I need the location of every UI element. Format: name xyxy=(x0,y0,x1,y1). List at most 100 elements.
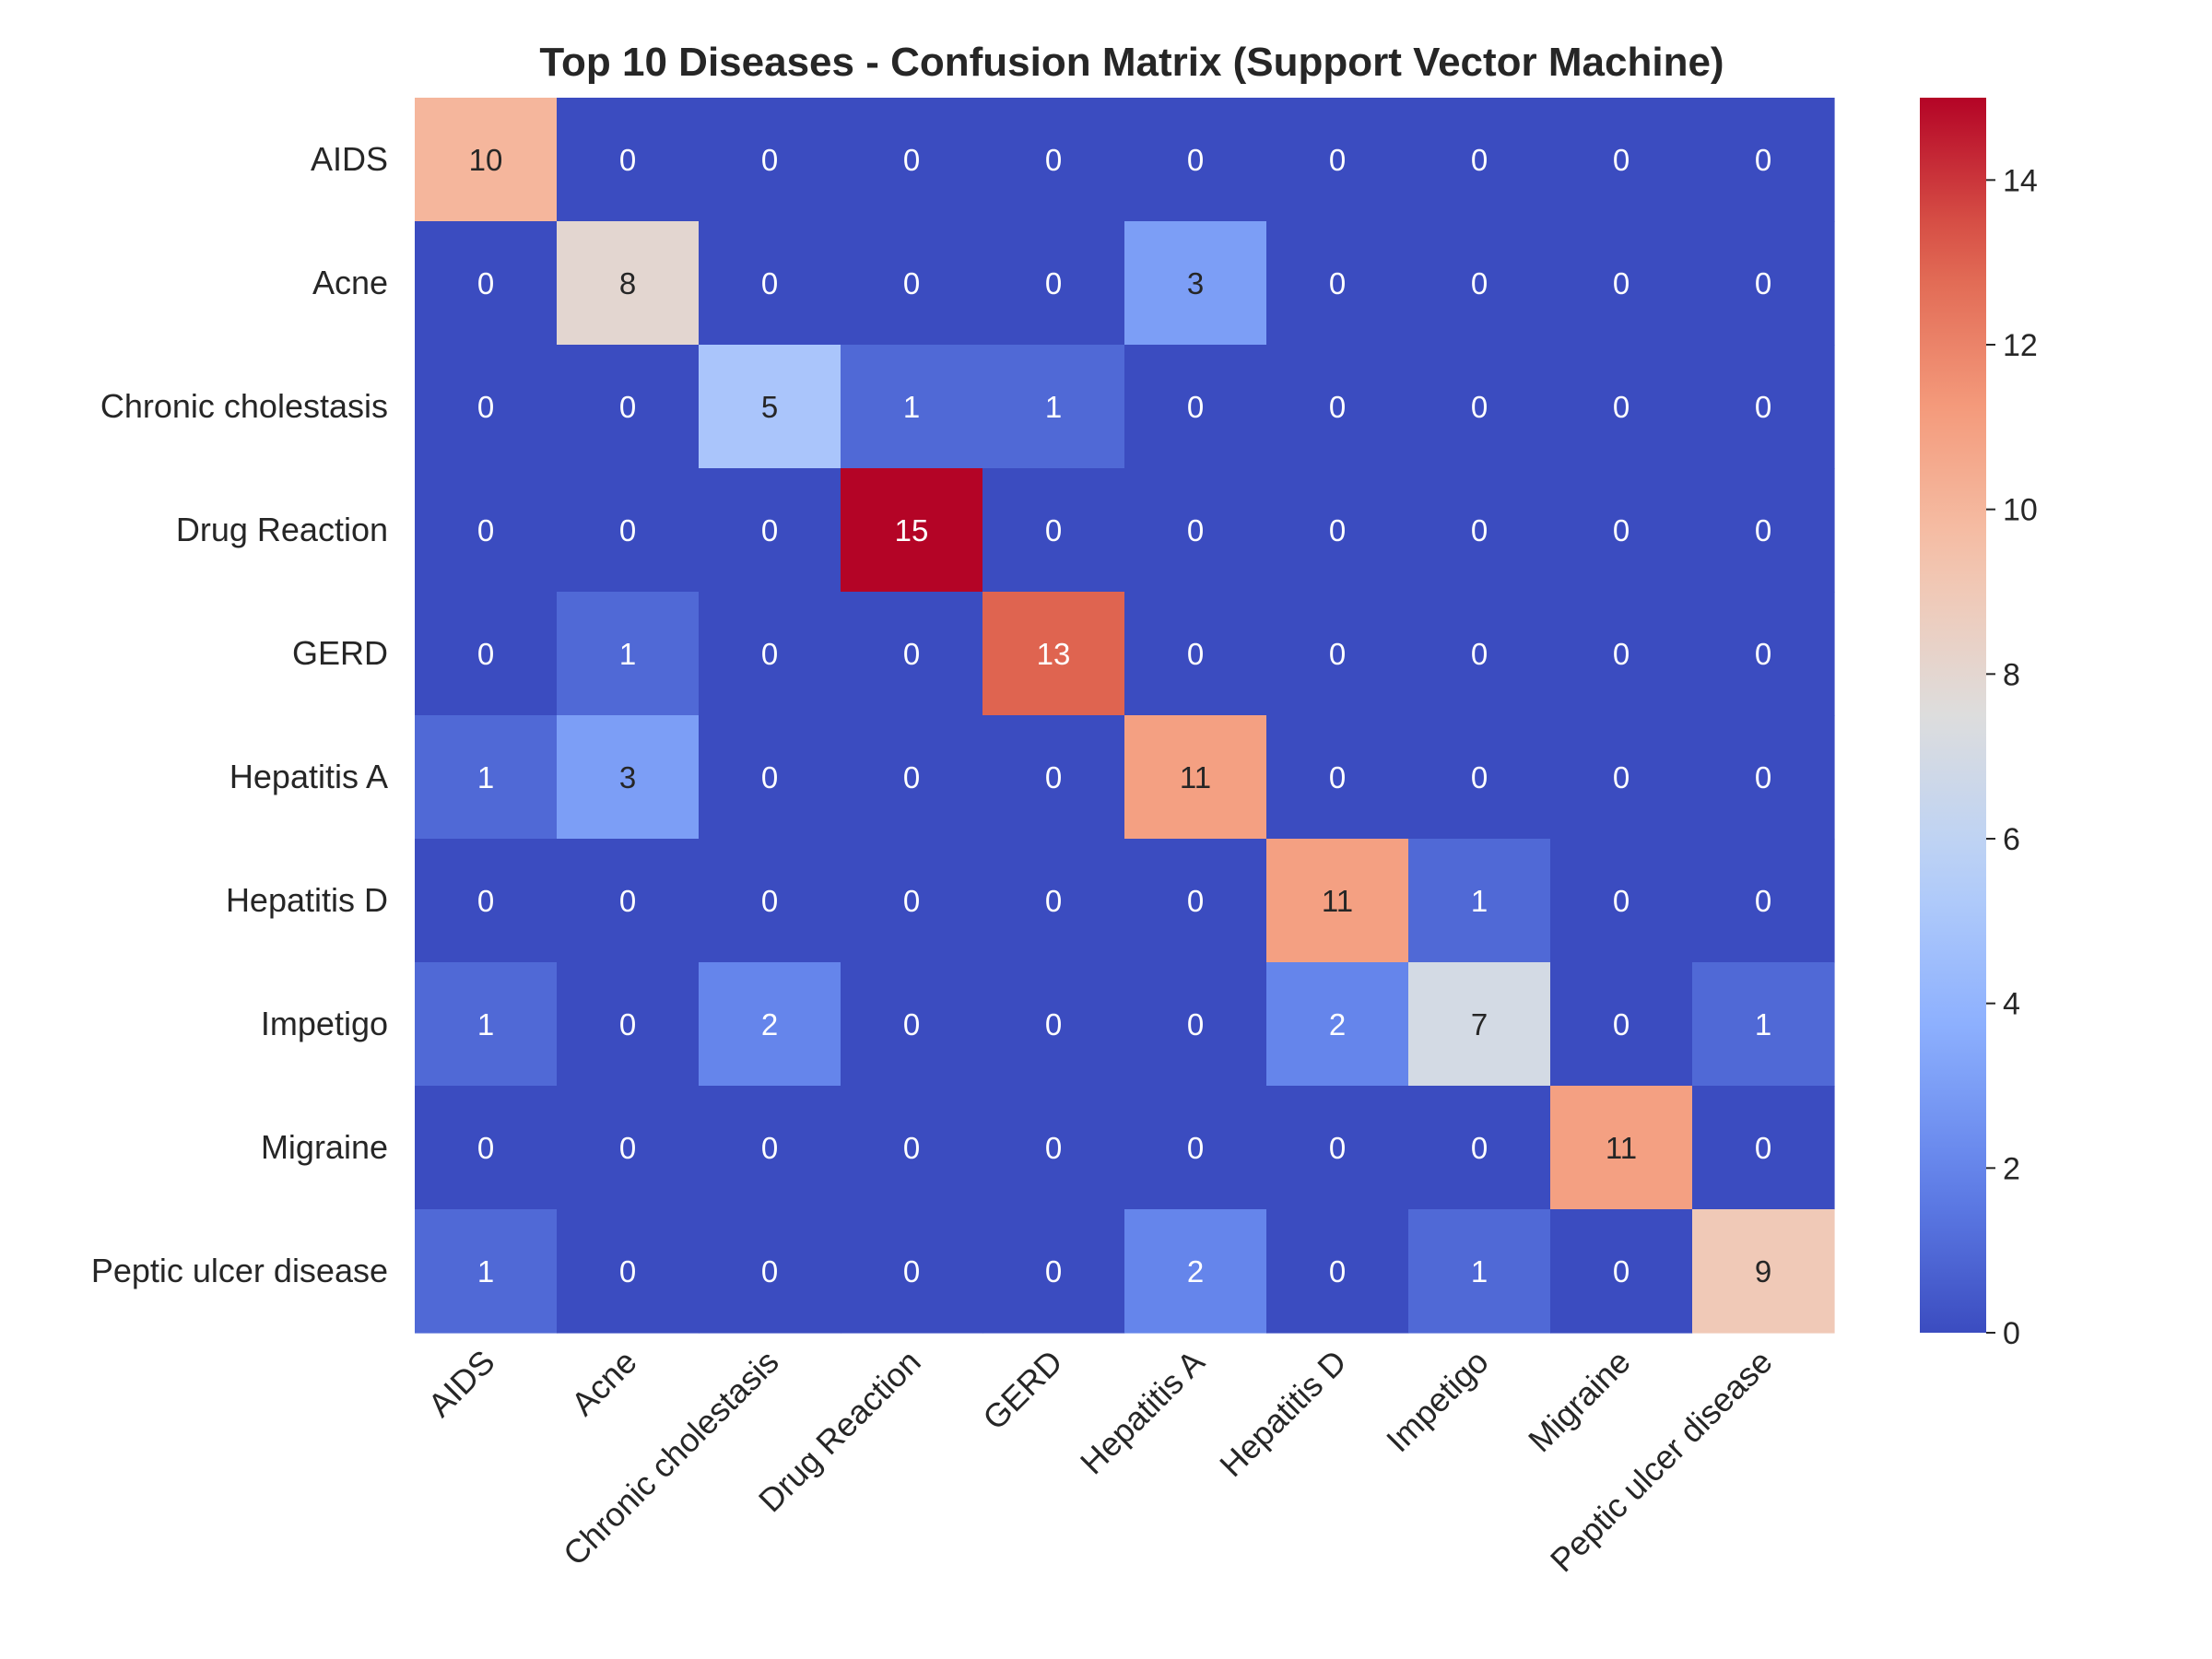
heatmap-cell xyxy=(415,1086,558,1210)
heatmap-cell xyxy=(841,839,983,963)
heatmap-cell xyxy=(982,98,1125,222)
heatmap-cell xyxy=(1550,715,1693,840)
cell-value-label: 2 xyxy=(1187,1254,1204,1288)
cell-value-label: 0 xyxy=(903,143,920,177)
cell-value-label: 0 xyxy=(903,1007,920,1041)
heatmap-cell xyxy=(982,962,1125,1087)
cell-value-label: 0 xyxy=(1755,1131,1771,1165)
heatmap-cell xyxy=(1266,592,1409,716)
heatmap-cell xyxy=(1692,1086,1835,1210)
heatmap-cell xyxy=(1550,592,1693,716)
heatmap-cell xyxy=(1266,715,1409,840)
heatmap-cell xyxy=(415,221,558,346)
heatmap-cell xyxy=(699,715,841,840)
heatmap-cell xyxy=(841,962,983,1087)
cell-value-label: 0 xyxy=(619,143,636,177)
heatmap-cell xyxy=(415,345,558,469)
cell-value-label: 0 xyxy=(761,1254,778,1288)
heatmap-cell xyxy=(1266,962,1409,1087)
heatmap-cell xyxy=(1124,221,1267,346)
row-tick-label: Chronic cholestasis xyxy=(100,387,388,425)
colorbar-tick-label: 4 xyxy=(2003,987,2020,1022)
cell-value-label: 0 xyxy=(1755,884,1771,918)
heatmap-cell xyxy=(699,1086,841,1210)
cell-value-label: 0 xyxy=(1471,637,1488,671)
cell-value-label: 0 xyxy=(477,266,494,300)
cell-value-label: 5 xyxy=(761,390,778,424)
heatmap-cell xyxy=(557,468,700,593)
cell-value-label: 0 xyxy=(761,513,778,547)
row-tick-labels: AIDS Acne Chronic cholestasis Drug Reaction… xyxy=(91,140,388,1289)
heatmap-cell xyxy=(557,98,700,222)
column-tick-label: GERD xyxy=(975,1343,1070,1438)
heatmap-cell xyxy=(841,98,983,222)
heatmap-cell xyxy=(699,345,841,469)
cell-value-label: 0 xyxy=(903,1131,920,1165)
heatmap-cell xyxy=(841,468,983,593)
heatmap-cell xyxy=(557,221,700,346)
cell-value-label: 0 xyxy=(1613,760,1630,794)
chart-title: Top 10 Diseases - Confusion Matrix (Supp… xyxy=(539,40,1724,85)
cell-value-label: 0 xyxy=(619,1131,636,1165)
heatmap-cell-labels: 10 0 0 0 0 0 0 0 0 00 8 0 0 0 3 0 0 0 00 0 5 1 1 0 0 0 0 00 0 0 15 0 0 0 0… xyxy=(469,143,1772,1288)
heatmap-cell xyxy=(557,715,700,840)
heatmap-cell xyxy=(841,715,983,840)
cell-value-label: 0 xyxy=(1471,266,1488,300)
colorbar-tick-label: 14 xyxy=(2003,163,2038,198)
cell-value-label: 0 xyxy=(1187,1007,1204,1041)
heatmap-cell xyxy=(1124,468,1267,593)
cell-value-label: 0 xyxy=(1755,390,1771,424)
heatmap-cell xyxy=(1408,221,1551,346)
cell-value-label: 0 xyxy=(761,1131,778,1165)
heatmap-cell xyxy=(982,715,1125,840)
cell-value-label: 1 xyxy=(903,390,920,424)
heatmap-cell xyxy=(1124,345,1267,469)
heatmap-cell xyxy=(1408,715,1551,840)
cell-value-label: 0 xyxy=(1755,266,1771,300)
cell-value-label: 0 xyxy=(1329,1131,1346,1165)
cell-value-label: 0 xyxy=(903,760,920,794)
column-tick-label: Hepatitis A xyxy=(1073,1343,1212,1482)
heatmap-cell xyxy=(1408,592,1551,716)
cell-value-label: 0 xyxy=(477,513,494,547)
cell-value-label: 0 xyxy=(1613,390,1630,424)
heatmap-cell xyxy=(1266,98,1409,222)
heatmap-cell xyxy=(841,1209,983,1334)
column-tick-label: Acne xyxy=(564,1343,644,1423)
colorbar: 0 2 4 6 8 10 12 14 xyxy=(1920,98,2038,1351)
heatmap-cell xyxy=(1550,962,1693,1087)
cell-value-label: 1 xyxy=(477,1007,494,1041)
cell-value-label: 1 xyxy=(477,1254,494,1288)
heatmap-cell xyxy=(841,345,983,469)
heatmap-cell xyxy=(699,962,841,1087)
colorbar-tick-label: 12 xyxy=(2003,328,2038,363)
cell-value-label: 0 xyxy=(1755,143,1771,177)
heatmap-cell xyxy=(982,1086,1125,1210)
cell-value-label: 0 xyxy=(1045,1007,1062,1041)
cell-value-label: 0 xyxy=(1613,1007,1630,1041)
cell-value-label: 0 xyxy=(477,884,494,918)
heatmap-cell xyxy=(699,1209,841,1334)
heatmap-cell xyxy=(1692,592,1835,716)
colorbar-tick-label: 8 xyxy=(2003,657,2020,692)
colorbar-tick-label: 0 xyxy=(2003,1316,2020,1351)
cell-value-label: 0 xyxy=(903,884,920,918)
heatmap-cell xyxy=(1124,1209,1267,1334)
heatmap-cell xyxy=(1550,1086,1693,1210)
heatmap-cell xyxy=(1266,839,1409,963)
heatmap-cell xyxy=(1124,1086,1267,1210)
heatmap-cell xyxy=(1408,1086,1551,1210)
heatmap-cell xyxy=(1124,839,1267,963)
heatmap-cell xyxy=(1266,468,1409,593)
cell-value-label: 1 xyxy=(1471,1254,1488,1288)
cell-value-label: 11 xyxy=(1180,760,1211,794)
cell-value-label: 0 xyxy=(1329,266,1346,300)
heatmap-cell xyxy=(557,345,700,469)
cell-value-label: 2 xyxy=(1329,1007,1346,1041)
heatmap-cell xyxy=(557,962,700,1087)
cell-value-label: 0 xyxy=(1613,884,1630,918)
cell-value-label: 0 xyxy=(1045,760,1062,794)
cell-value-label: 3 xyxy=(619,760,636,794)
column-tick-label: Hepatitis D xyxy=(1212,1343,1353,1484)
cell-value-label: 1 xyxy=(1755,1007,1771,1041)
